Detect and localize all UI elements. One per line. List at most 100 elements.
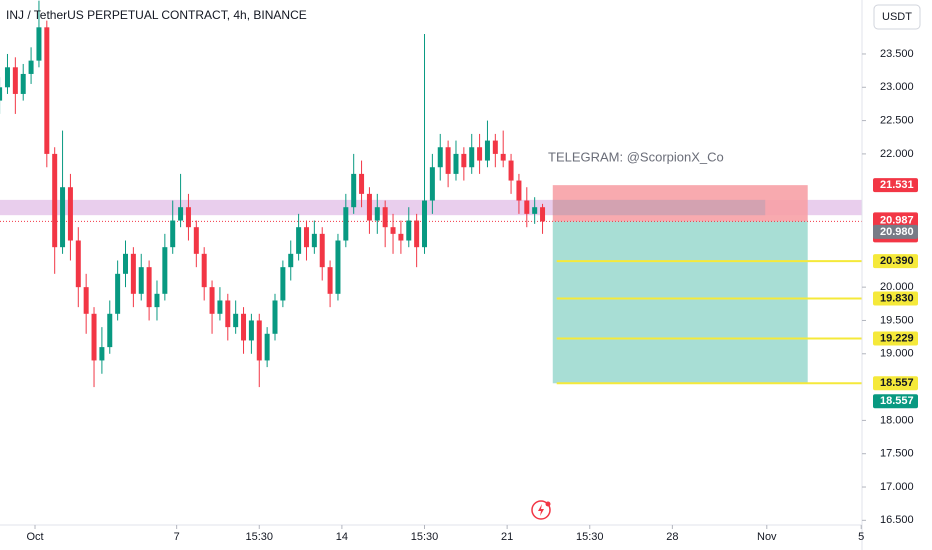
- candle-body: [508, 160, 514, 181]
- candle-body: [296, 227, 302, 254]
- candle-body: [398, 233, 404, 241]
- candle-body: [429, 167, 435, 201]
- candle-body: [288, 253, 294, 268]
- target-level-label-bg: [873, 331, 918, 346]
- x-tick-label: Nov: [757, 531, 777, 543]
- candle-body: [4, 67, 10, 88]
- y-tick-label: 19.000: [880, 348, 914, 360]
- candle-body: [453, 153, 459, 174]
- plot: [0, 0, 862, 388]
- x-tick-label: 7: [174, 531, 180, 543]
- candle-body: [500, 153, 506, 161]
- annotation: TELEGRAM: @ScorpionX_Co: [548, 149, 724, 164]
- target-level-label: 18.557: [880, 377, 914, 389]
- candle-body: [162, 247, 168, 294]
- candle-body: [12, 67, 18, 94]
- x-tick-label: 28: [666, 531, 678, 543]
- logo: [531, 500, 551, 520]
- candle-body: [445, 147, 451, 174]
- candle-body: [390, 227, 396, 234]
- candle-body: [532, 207, 538, 214]
- candle-body: [414, 220, 420, 248]
- y-tick-label: 22.500: [880, 114, 914, 126]
- candle-body: [138, 267, 144, 294]
- candle-body: [99, 347, 105, 361]
- target-level-label: 19.830: [880, 292, 914, 304]
- candle-body: [201, 253, 207, 288]
- candle-body: [217, 300, 223, 314]
- y-tick-label: 16.500: [880, 514, 914, 526]
- zone-extension: [552, 199, 766, 216]
- candle-body: [524, 200, 530, 214]
- candle-body: [20, 73, 26, 94]
- stop-label: 21.531: [880, 179, 914, 191]
- candle-body: [233, 313, 239, 328]
- candle-body: [60, 187, 66, 248]
- candle-body: [123, 253, 129, 274]
- candle-body: [311, 233, 317, 248]
- candle-body: [469, 147, 475, 168]
- candle-body: [303, 227, 309, 248]
- y-tick-label: 17.000: [880, 481, 914, 493]
- candle-body: [67, 187, 73, 241]
- candle-body: [185, 207, 191, 228]
- candle-body: [36, 27, 42, 61]
- currency-label[interactable]: USDT: [882, 11, 912, 23]
- currency-button[interactable]: [873, 4, 921, 30]
- candle-body: [422, 200, 428, 248]
- candle-body: [461, 153, 467, 168]
- candle-body: [0, 87, 3, 101]
- target-level-label-bg: [873, 291, 918, 306]
- candle-body: [359, 173, 365, 194]
- candle-body: [492, 140, 498, 154]
- last-price-label: 20.980: [880, 226, 914, 238]
- candle-body: [437, 147, 443, 168]
- candle-body: [225, 300, 231, 328]
- candle-body: [484, 140, 490, 161]
- candle-body: [170, 220, 176, 248]
- x-tick-label: 5: [858, 531, 864, 543]
- target-level-label-bg: [873, 376, 918, 391]
- candle-body: [256, 320, 262, 361]
- y-tick-label: 23.000: [880, 81, 914, 93]
- y-tick-label: 22.000: [880, 148, 914, 160]
- candle-body: [44, 27, 50, 154]
- candle-body: [280, 267, 286, 301]
- candle-body: [382, 207, 388, 228]
- candle-body: [272, 300, 278, 334]
- candle-body: [28, 60, 34, 74]
- candle-body: [154, 293, 160, 308]
- entry-label: 20.987: [880, 214, 914, 226]
- target-label-bg: [873, 394, 918, 409]
- candle-body: [477, 147, 483, 161]
- candle-body: [241, 313, 247, 341]
- candle-body: [351, 173, 357, 208]
- chart-title: INJ / TetherUS PERPETUAL CONTRACT, 4h, B…: [6, 8, 307, 22]
- candle-body: [178, 207, 184, 221]
- candle-body: [83, 287, 89, 314]
- y-tick-label: 23.500: [880, 48, 914, 60]
- x-tick-label: 15:30: [576, 531, 604, 543]
- candle-body: [130, 253, 136, 294]
- candle-body: [52, 153, 58, 248]
- candle-body: [193, 227, 199, 254]
- x-tick-label: 14: [336, 531, 348, 543]
- candle-body: [75, 240, 81, 288]
- last-price-label-bg: [873, 224, 918, 239]
- candle-body: [374, 207, 380, 221]
- candle-body: [540, 207, 546, 222]
- candle-body: [335, 240, 341, 294]
- candle-body: [146, 267, 152, 308]
- candle-body: [91, 313, 97, 361]
- candle-body: [343, 207, 349, 241]
- y-tick-label: 18.000: [880, 414, 914, 426]
- y-tick-label: 20.000: [880, 281, 914, 293]
- candle-body: [516, 180, 522, 201]
- target-level-label-bg: [873, 254, 918, 269]
- y-tick-label: 17.500: [880, 448, 914, 460]
- target-label: 18.557: [880, 395, 914, 407]
- candle-body: [209, 287, 215, 314]
- candle-body: [248, 320, 254, 341]
